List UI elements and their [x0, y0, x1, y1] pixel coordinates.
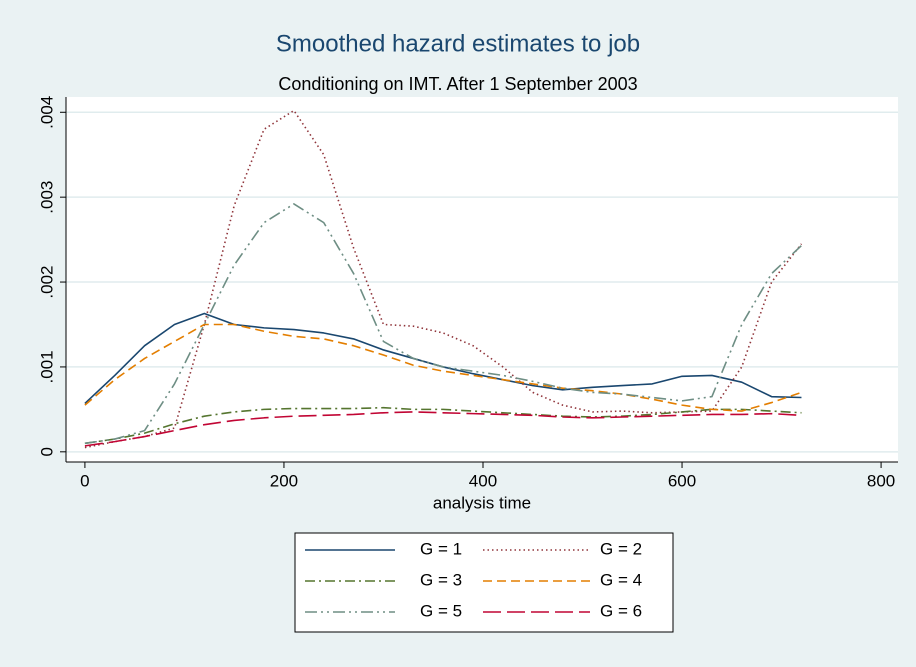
y-tick-label: 0 — [37, 447, 56, 456]
series-line — [84, 323, 802, 412]
y-tick-label: .004 — [37, 96, 56, 129]
legend-label: G = 1 — [420, 539, 462, 558]
y-tick-label: .003 — [37, 181, 56, 214]
series-line — [84, 406, 802, 445]
chart-title: Smoothed hazard estimates to job — [276, 30, 640, 57]
x-tick-label: 400 — [469, 471, 497, 490]
legend-label: G = 5 — [420, 601, 462, 620]
legend-label: G = 6 — [600, 601, 642, 620]
y-tick-label: .001 — [37, 350, 56, 383]
x-tick-label: 200 — [270, 471, 298, 490]
chart-subtitle: Conditioning on IMT. After 1 September 2… — [278, 74, 637, 94]
legend-label: G = 3 — [420, 570, 462, 589]
x-axis-label: analysis time — [433, 493, 531, 512]
series-line — [84, 411, 802, 447]
legend-label: G = 4 — [600, 570, 642, 589]
y-tick-label: .002 — [37, 265, 56, 298]
x-tick-label: 600 — [668, 471, 696, 490]
x-tick-label: 0 — [80, 471, 89, 490]
series-line — [84, 203, 803, 445]
plot-area — [66, 97, 898, 462]
x-tick-label: 800 — [867, 471, 895, 490]
legend-label: G = 2 — [600, 539, 642, 558]
